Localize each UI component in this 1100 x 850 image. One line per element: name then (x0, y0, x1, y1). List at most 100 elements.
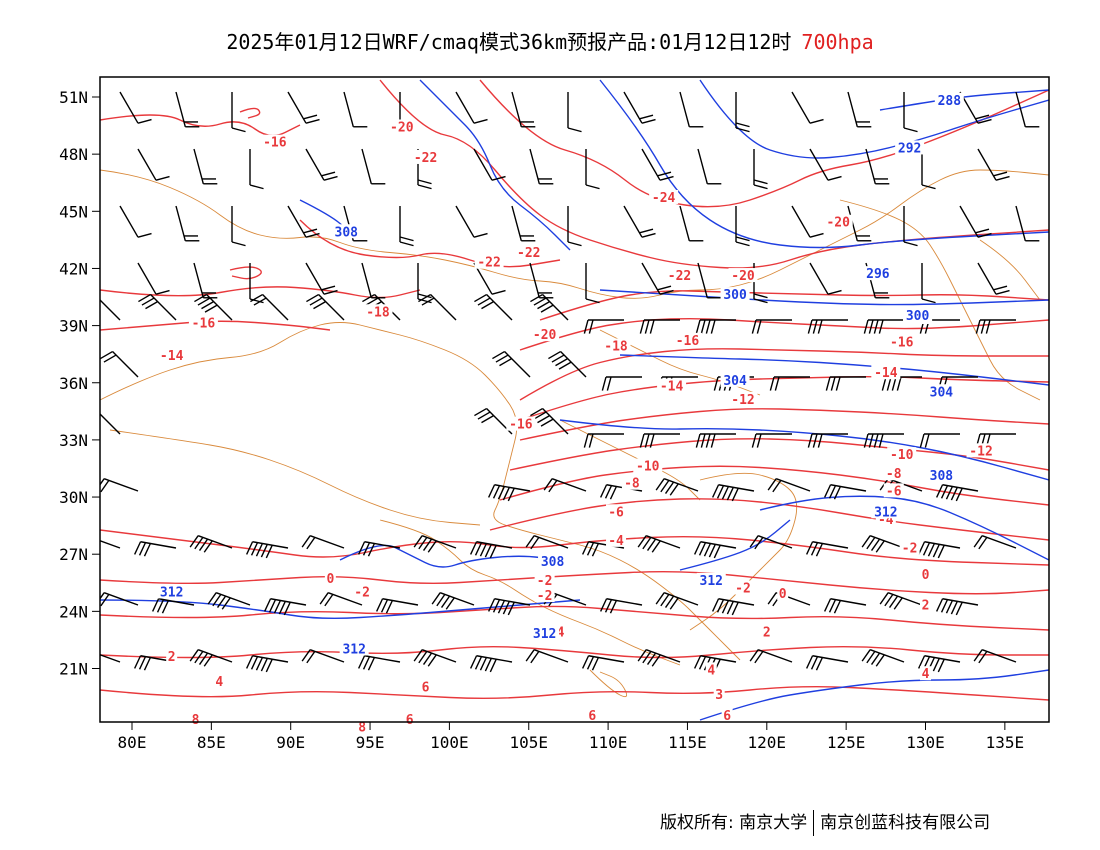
height-label-bg (538, 553, 568, 568)
temperature-label-bg (823, 214, 853, 229)
wind-barb (305, 262, 338, 295)
temperature-label: -20 (731, 269, 755, 284)
wind-barb (975, 319, 1016, 334)
lon-label: 125E (827, 733, 866, 752)
wind-barb (431, 592, 475, 610)
height-label: 312 (700, 574, 723, 589)
wind-barb (469, 655, 513, 673)
wind-barb (861, 649, 905, 667)
wind-barb (695, 433, 736, 448)
temperature-label-bg (672, 332, 702, 347)
wind-barb (697, 262, 722, 299)
wind-barb (973, 535, 1017, 550)
title-main: 2025年01月12日WRF/cmaq模式36km预报产品:01月12日12时 (226, 30, 792, 54)
temperature-label-bg (705, 662, 717, 677)
temperature-label: -6 (608, 505, 624, 520)
wind-barb (511, 205, 536, 242)
wind-barb (100, 478, 139, 493)
wind-barb (306, 293, 345, 321)
temperature-label-bg (732, 580, 753, 595)
height-label-bg (339, 641, 369, 656)
height-label: 312 (874, 505, 897, 520)
wind-barb (245, 655, 289, 673)
temperature-isotherm (100, 114, 301, 137)
wind-barb (753, 149, 768, 190)
wind-barb (137, 262, 170, 295)
temperature-label-bg (777, 586, 789, 601)
wind-barb (375, 598, 419, 614)
height-label: 308 (335, 225, 359, 240)
wind-barb (977, 148, 1010, 181)
wind-barb (863, 319, 904, 334)
wind-barb (585, 263, 600, 304)
geopotential-height-contour (599, 79, 1049, 249)
temperature-label-bg (534, 572, 555, 587)
height-label-bg (926, 468, 956, 483)
wind-barb (487, 598, 531, 616)
temperature-label-bg (761, 624, 773, 639)
wind-barb (917, 655, 961, 673)
wind-barb (100, 413, 121, 435)
temperature-label-bg (188, 315, 218, 330)
temperature-label: 6 (588, 709, 596, 724)
wind-barb (455, 205, 488, 238)
temperature-label-bg (713, 687, 725, 702)
temperature-label: 0 (326, 572, 334, 587)
temperature-label-bg (649, 189, 679, 204)
temperature-label: -12 (969, 444, 992, 459)
lat-label: 42N (59, 259, 88, 278)
temperature-label: -6 (886, 484, 902, 499)
wind-barb (231, 92, 246, 133)
wind-barb (100, 592, 139, 607)
lon-label: 85E (197, 733, 226, 752)
height-label-bg (926, 384, 956, 399)
lon-label: 90E (276, 733, 305, 752)
lat-label: 36N (59, 374, 88, 393)
wind-barb (1015, 205, 1040, 242)
wind-barb (530, 407, 569, 435)
temperature-label-bg (883, 466, 904, 481)
temperature-label: -16 (890, 336, 914, 351)
temperature-label-bg (157, 348, 187, 363)
wind-barb (767, 592, 811, 607)
temperature-label: -8 (886, 467, 902, 482)
wind-barb (805, 541, 849, 557)
temperature-isotherm (519, 317, 1049, 351)
height-label: 312 (160, 585, 183, 600)
temperature-label-bg (920, 666, 931, 681)
wind-barb (735, 92, 750, 133)
temperature-label-bg (324, 570, 336, 585)
wind-barb (903, 206, 918, 247)
height-contours (100, 79, 1049, 721)
temperature-label: 8 (358, 721, 366, 736)
wind-barb (207, 592, 251, 610)
temperature-label-bg (530, 327, 560, 342)
wind-barb (469, 541, 513, 559)
temperature-label: -8 (624, 477, 640, 492)
temperature-label-bg (665, 268, 695, 283)
temperature-label-bg (411, 149, 441, 164)
wind-barb (100, 653, 121, 663)
wind-barb (879, 592, 923, 610)
wind-barb (637, 535, 681, 553)
title-level: 700hpa (801, 30, 874, 54)
wind-barb (823, 484, 867, 500)
temperature-label-bg (166, 649, 178, 664)
lon-label: 95E (356, 733, 385, 752)
temperature-label: -2 (902, 541, 918, 556)
temperature-label: -16 (263, 136, 287, 151)
wind-barb (543, 478, 587, 493)
wind-barb (361, 262, 386, 299)
height-label-bg (720, 372, 750, 387)
temperature-label: -22 (668, 269, 691, 284)
credit-separator (813, 810, 815, 836)
wind-barb (193, 262, 218, 299)
temperature-label: -10 (890, 448, 914, 463)
wind-barb (641, 262, 674, 295)
wind-barb (529, 148, 554, 185)
admin-boundary (379, 519, 681, 666)
wind-barb (751, 319, 792, 334)
temperature-label-bg (657, 378, 687, 393)
temperature-label: -2 (537, 574, 553, 589)
temperature-isotherm (519, 348, 1049, 401)
